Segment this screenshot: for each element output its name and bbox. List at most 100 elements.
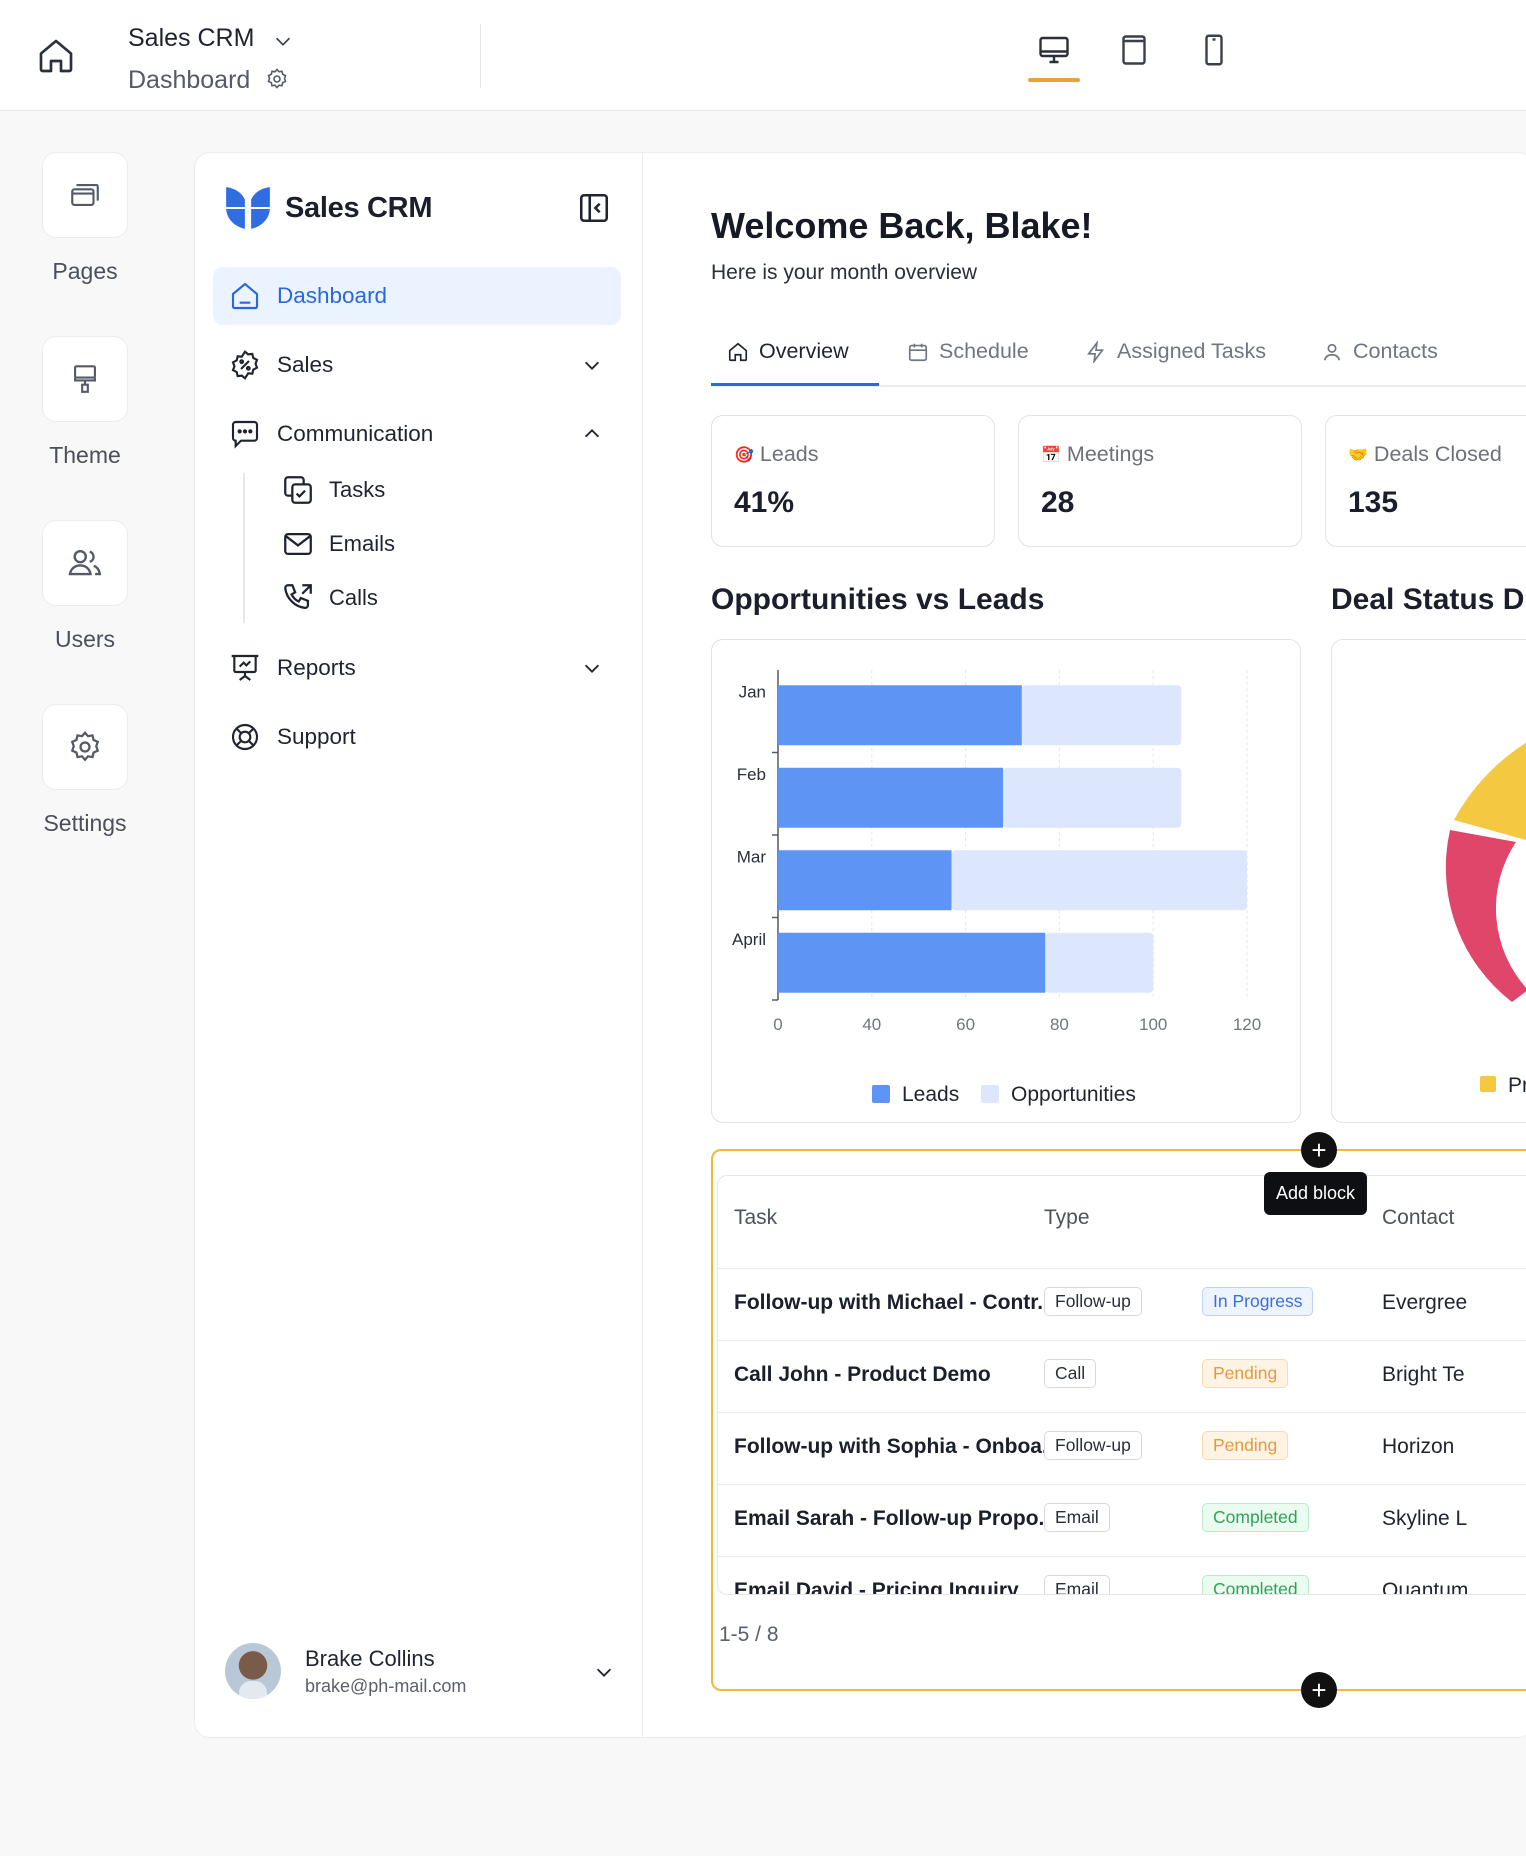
- chart-title: Opportunities vs Leads: [711, 583, 1045, 616]
- column-header-type[interactable]: Type: [1044, 1206, 1090, 1229]
- collapse-sidebar-icon[interactable]: [577, 191, 611, 230]
- table-row[interactable]: Email David - Pricing Inquiry Email Comp…: [718, 1556, 1526, 1595]
- add-block-top-button[interactable]: +: [1301, 1132, 1337, 1168]
- type-badge: Email: [1044, 1503, 1110, 1532]
- legend-label: Pr: [1508, 1074, 1526, 1097]
- paint-roller-icon[interactable]: [42, 336, 128, 422]
- bar-opportunities: [951, 850, 1247, 911]
- sidebar-item-sales[interactable]: Sales: [213, 336, 621, 394]
- x-tick-label: 100: [1139, 1015, 1167, 1034]
- desktop-icon[interactable]: [1028, 28, 1080, 82]
- brand-logo-icon: [226, 187, 270, 229]
- users-icon[interactable]: [42, 520, 128, 606]
- home-icon: [231, 282, 259, 310]
- chevron-down-icon[interactable]: [581, 354, 603, 376]
- y-tick-label: Feb: [737, 765, 766, 784]
- rail-item-settings[interactable]: Settings: [40, 704, 130, 837]
- y-tick-label: Jan: [739, 682, 766, 701]
- status-badge: In Progress: [1202, 1287, 1314, 1316]
- table-row[interactable]: Email Sarah - Follow-up Propo... Email C…: [718, 1484, 1526, 1556]
- table-row[interactable]: Follow-up with Sophia - Onboa... Follow-…: [718, 1412, 1526, 1484]
- home-icon[interactable]: [30, 30, 82, 82]
- type-badge: Email: [1044, 1575, 1110, 1594]
- sidebar-item-support[interactable]: Support: [213, 708, 621, 766]
- contact-name: Bright Te: [1382, 1363, 1465, 1386]
- target-icon: 🎯: [734, 446, 754, 464]
- sidebar-item-label: Communication: [277, 421, 434, 446]
- bar-leads: [778, 767, 1004, 828]
- x-tick-label: 120: [1233, 1015, 1261, 1034]
- table-row[interactable]: Follow-up with Michael - Contr... Follow…: [718, 1268, 1526, 1340]
- sidebar-item-label: Reports: [277, 655, 356, 680]
- sidebar-subitem-calls[interactable]: Calls: [281, 581, 378, 615]
- sidebar-item-communication[interactable]: Communication: [213, 405, 621, 463]
- page-name[interactable]: Dashboard: [128, 66, 251, 94]
- add-block-bottom-button[interactable]: +: [1301, 1672, 1337, 1708]
- column-header-task[interactable]: Task: [734, 1206, 778, 1229]
- user-profile[interactable]: Brake Collins brake@ph-mail.com: [225, 1643, 615, 1699]
- sidebar-item-reports[interactable]: Reports: [213, 639, 621, 697]
- lifebuoy-icon: [231, 723, 259, 751]
- main-content: Welcome Back, Blake! Here is your month …: [643, 153, 1526, 1737]
- rail-item-users[interactable]: Users: [40, 520, 130, 653]
- sidebar-item-dashboard[interactable]: Dashboard: [213, 267, 621, 325]
- bar-leads: [778, 685, 1022, 746]
- tasks-table: Task Type Contact Follow-up with Michael…: [717, 1175, 1526, 1595]
- contact-name: Skyline L: [1382, 1507, 1468, 1530]
- y-tick-label: Mar: [737, 847, 767, 866]
- user-name: Brake Collins: [305, 1645, 435, 1671]
- presentation-icon: [231, 654, 259, 681]
- app-title[interactable]: Sales CRM: [128, 24, 255, 52]
- x-tick-label: 80: [1050, 1015, 1069, 1034]
- stat-label: Deals Closed: [1373, 442, 1502, 466]
- tab-contacts[interactable]: Contacts: [1321, 339, 1438, 364]
- bar-opportunities: [1003, 767, 1182, 828]
- tasks-icon: [284, 476, 312, 504]
- task-name: Email David - Pricing Inquiry: [734, 1579, 1019, 1595]
- tab-bar: Overview Schedule Assigned Tasks Contact…: [711, 329, 1526, 387]
- divider: [480, 24, 481, 88]
- task-name: Email Sarah - Follow-up Propo...: [734, 1507, 1057, 1530]
- chevron-down-icon[interactable]: [593, 1661, 615, 1683]
- sidebar-subitem-tasks[interactable]: Tasks: [281, 473, 385, 507]
- task-name: Follow-up with Sophia - Onboa...: [734, 1435, 1060, 1458]
- chevron-down-icon[interactable]: [581, 657, 603, 679]
- badge-percent-icon: [231, 350, 259, 380]
- rail-label: Users: [54, 626, 116, 652]
- tab-schedule[interactable]: Schedule: [907, 339, 1029, 364]
- mobile-icon[interactable]: [1192, 28, 1236, 72]
- pages-icon[interactable]: [42, 152, 128, 238]
- stat-value: 41%: [734, 486, 795, 519]
- add-block-tooltip: Add block: [1264, 1172, 1368, 1215]
- mail-icon: [284, 532, 312, 556]
- calendar-icon: 📅: [1041, 446, 1061, 464]
- user-icon: [1323, 343, 1341, 360]
- gear-icon[interactable]: [265, 67, 289, 96]
- chevron-down-icon[interactable]: [272, 30, 294, 57]
- task-name: Follow-up with Michael - Contr...: [734, 1291, 1055, 1314]
- tablet-icon[interactable]: [1112, 28, 1156, 72]
- tab-overview[interactable]: Overview: [727, 339, 849, 364]
- sidebar: Sales CRM Dashboard Sales Communication …: [195, 153, 643, 1737]
- status-badge: Completed: [1202, 1503, 1309, 1532]
- legend-label: Opportunities: [1011, 1083, 1136, 1106]
- x-tick-label: 40: [862, 1015, 881, 1034]
- rail-label: Theme: [49, 442, 121, 468]
- sidebar-item-label: Support: [277, 724, 356, 749]
- column-header-contact[interactable]: Contact: [1382, 1206, 1455, 1229]
- gear-icon[interactable]: [42, 704, 128, 790]
- rail-item-theme[interactable]: Theme: [40, 336, 130, 469]
- tab-label: Contacts: [1353, 339, 1438, 363]
- chevron-up-icon[interactable]: [581, 423, 603, 445]
- table-row[interactable]: Call John - Product Demo Call Pending Br…: [718, 1340, 1526, 1412]
- sidebar-subitem-emails[interactable]: Emails: [281, 527, 395, 561]
- tab-assigned-tasks[interactable]: Assigned Tasks: [1085, 339, 1266, 364]
- bar-opportunities: [1045, 932, 1154, 993]
- bar-leads: [778, 850, 952, 911]
- rail-item-pages[interactable]: Pages: [40, 152, 130, 285]
- tasks-table-block[interactable]: Task Type Contact Follow-up with Michael…: [711, 1149, 1526, 1691]
- x-tick-label: 60: [956, 1015, 975, 1034]
- donut-slice-yellow: [1454, 742, 1526, 840]
- brand[interactable]: Sales CRM: [223, 183, 432, 233]
- pagination-info: 1-5 / 8: [719, 1623, 779, 1646]
